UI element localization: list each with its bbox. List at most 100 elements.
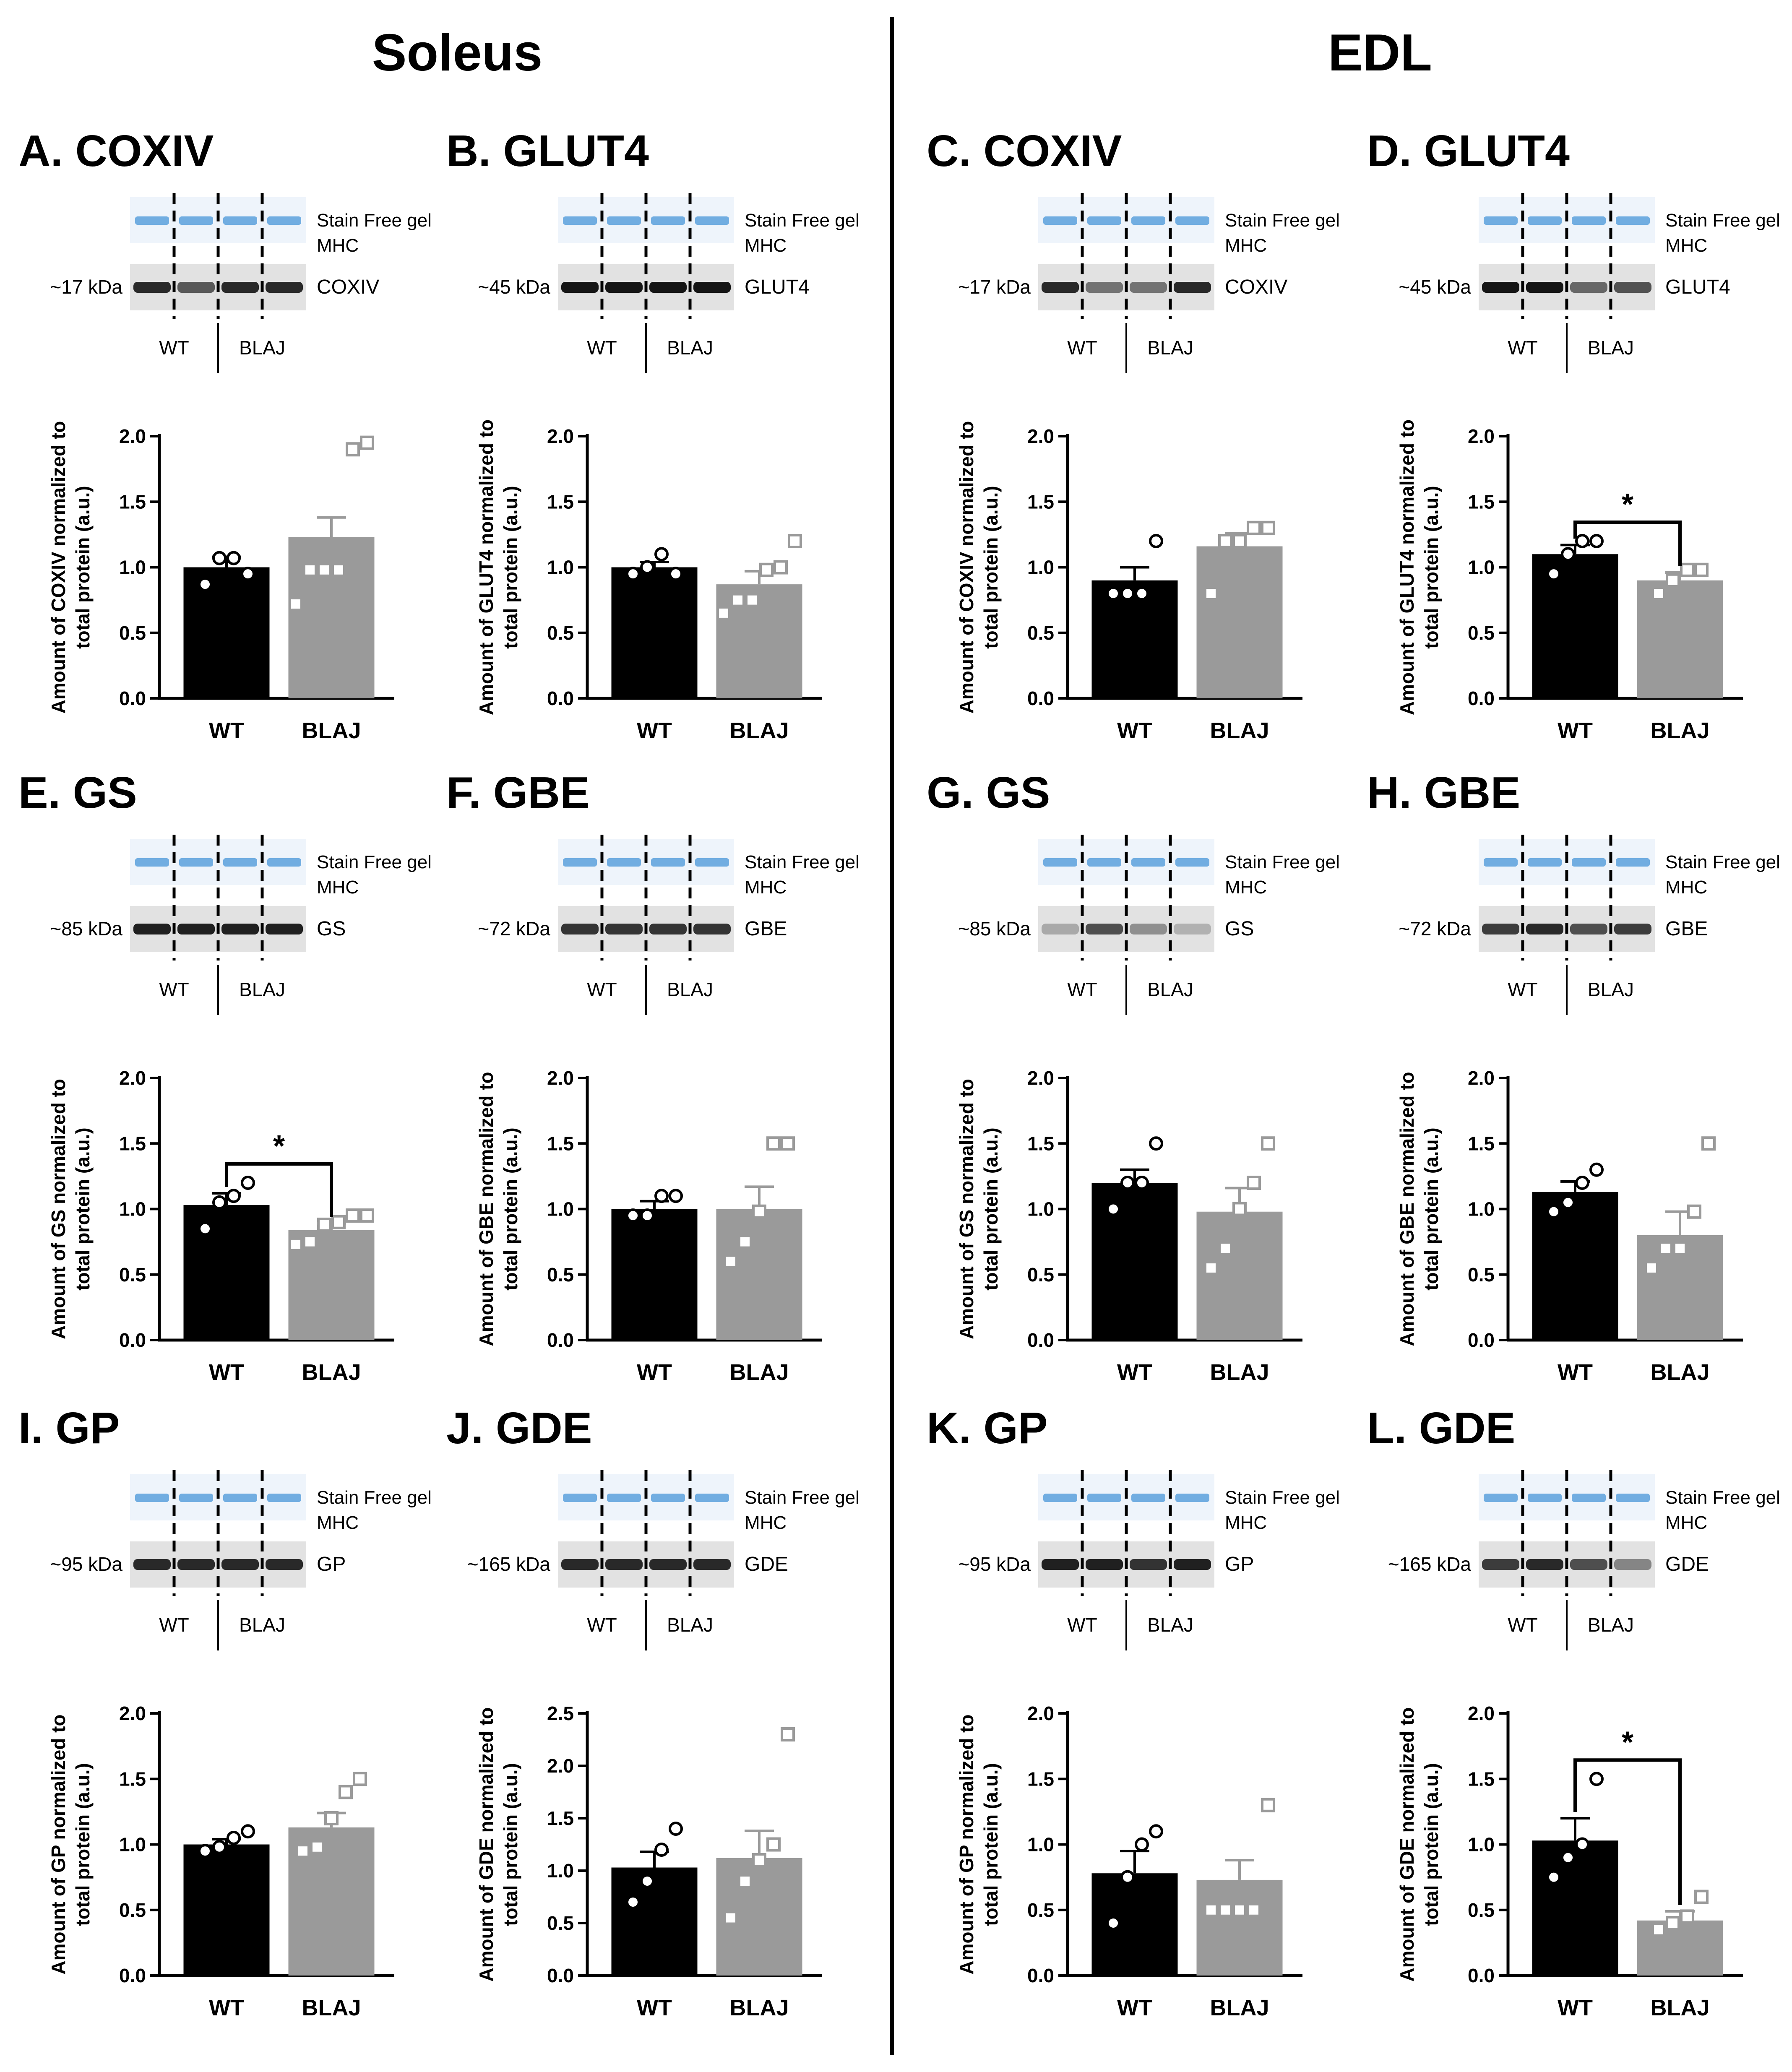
blaj-bar	[1196, 546, 1283, 698]
stain-free-label: Stain Free gel	[1225, 1487, 1340, 1508]
blaj-data-point	[310, 1840, 324, 1854]
mhc-band	[695, 216, 729, 225]
soleus-header: Soleus	[372, 24, 543, 82]
blaj-data-point	[353, 1772, 367, 1786]
mhc-band	[267, 216, 301, 225]
wt-blot-label: WT	[1508, 979, 1538, 1000]
significance-bracket	[225, 1162, 333, 1217]
y-axis-label-line1: Amount of GS normalized to	[956, 1079, 977, 1339]
protein-band	[177, 282, 215, 293]
y-tick-label: 0.0	[119, 687, 146, 709]
blaj-bar	[716, 1209, 802, 1340]
panel-title: A. COXIV	[18, 126, 214, 176]
wt-data-point	[626, 1208, 640, 1223]
y-tick-label: 1.5	[1468, 1768, 1495, 1790]
blaj-bar	[1637, 580, 1723, 698]
blaj-data-point	[1204, 586, 1218, 601]
protein-label: GP	[317, 1553, 346, 1575]
wt-bar	[611, 1867, 698, 1976]
wt-data-point	[212, 551, 227, 565]
mhc-band	[1043, 1494, 1077, 1502]
y-tick-label: 1.0	[547, 1860, 574, 1882]
panel-g: G. GS Stain Free gel MHC ~85 kDa GS WT BLAJ Amo…	[925, 768, 1349, 1409]
kda-label: ~165 kDa	[467, 1553, 551, 1575]
wt-x-label: WT	[1117, 1360, 1152, 1385]
y-tick-label: 1.5	[547, 491, 574, 513]
kda-label: ~85 kDa	[50, 918, 122, 940]
mhc-band	[1484, 216, 1518, 225]
mhc-label: MHC	[745, 235, 787, 256]
wt-blot-label: WT	[1067, 337, 1097, 359]
wt-data-point	[1547, 1870, 1561, 1885]
protein-label: GLUT4	[1665, 276, 1730, 298]
blaj-data-point	[303, 1234, 317, 1249]
panel-b: B. GLUT4 Stain Free gel MHC ~45 kDa GLUT4 WT B…	[445, 126, 868, 768]
wt-x-label: WT	[637, 1360, 672, 1385]
protein-band	[1086, 924, 1123, 934]
mhc-band	[1528, 1494, 1562, 1502]
blaj-data-point	[1232, 534, 1247, 548]
protein-label: GS	[317, 918, 346, 940]
wt-x-label: WT	[209, 1360, 244, 1385]
y-tick-label: 1.0	[1468, 557, 1495, 578]
blaj-blot-label: BLAJ	[1588, 337, 1634, 359]
wt-data-point	[640, 1874, 654, 1888]
y-tick-label: 0.5	[1468, 1264, 1495, 1286]
mhc-band	[1175, 216, 1209, 225]
panel-title: J. GDE	[446, 1403, 592, 1453]
y-tick-label: 2.0	[1027, 1702, 1054, 1724]
y-tick-label: 0.0	[1027, 1329, 1054, 1351]
mhc-band	[1043, 858, 1077, 867]
wt-data-point	[1589, 534, 1604, 548]
significance-star: *	[273, 1130, 285, 1163]
wt-data-point	[1149, 534, 1163, 548]
mhc-band	[1572, 858, 1606, 867]
stain-free-label: Stain Free gel	[317, 852, 432, 872]
panel-e: E. GS Stain Free gel MHC ~85 kDa GS WT BLAJ Amo…	[17, 768, 440, 1409]
y-tick-label: 2.0	[119, 425, 146, 447]
blaj-blot-label: BLAJ	[1147, 979, 1193, 1000]
y-axis-label-line2: total protein (a.u.)	[72, 1763, 94, 1926]
y-tick-label: 1.5	[547, 1807, 574, 1829]
mhc-label: MHC	[317, 1512, 359, 1533]
y-tick-label: 0.5	[1468, 1899, 1495, 1921]
wt-bar	[611, 567, 698, 698]
y-axis-label-line1: Amount of GBE normalized to	[1396, 1072, 1418, 1346]
protein-band	[649, 924, 687, 934]
protein-band	[133, 1559, 171, 1570]
y-tick-label: 0.5	[119, 1264, 146, 1286]
blaj-data-point	[317, 562, 331, 577]
mhc-band	[179, 1494, 213, 1502]
y-tick-label: 0.0	[1027, 687, 1054, 709]
protein-label: GDE	[745, 1553, 788, 1575]
blaj-data-point	[752, 1204, 766, 1219]
protein-band	[649, 1559, 687, 1570]
protein-label: GLUT4	[745, 276, 810, 298]
protein-band	[561, 282, 599, 293]
y-axis-label-line2: total protein (a.u.)	[1420, 1127, 1442, 1290]
protein-band	[1526, 282, 1563, 293]
y-axis-label-line1: Amount of GS normalized to	[47, 1079, 69, 1339]
protein-band	[1130, 1559, 1167, 1570]
wt-x-label: WT	[637, 1995, 672, 2020]
panel-title: I. GP	[18, 1403, 120, 1453]
protein-band	[561, 1559, 599, 1570]
wt-data-point	[1106, 1916, 1120, 1930]
y-tick-label: 2.0	[1468, 1702, 1495, 1724]
wt-data-point	[1106, 1202, 1120, 1216]
protein-label: COXIV	[1225, 276, 1287, 298]
blaj-data-point	[731, 593, 745, 607]
panel-graphics: Stain Free gel MHC ~17 kDa COXIV WT BLAJ Amoun…	[956, 193, 1340, 743]
mhc-band	[135, 216, 169, 225]
blaj-data-point	[360, 1208, 374, 1223]
blaj-data-point	[1218, 1903, 1232, 1917]
protein-band	[266, 924, 303, 934]
protein-band	[177, 1559, 215, 1570]
protein-band	[266, 282, 303, 293]
wt-data-point	[1575, 534, 1589, 548]
y-axis-label-line2: total protein (a.u.)	[1420, 486, 1442, 648]
y-axis-label: Amount of COXIV normalized to total prote…	[956, 421, 1002, 714]
mhc-label: MHC	[1225, 235, 1267, 256]
blaj-blot-label: BLAJ	[239, 979, 285, 1000]
